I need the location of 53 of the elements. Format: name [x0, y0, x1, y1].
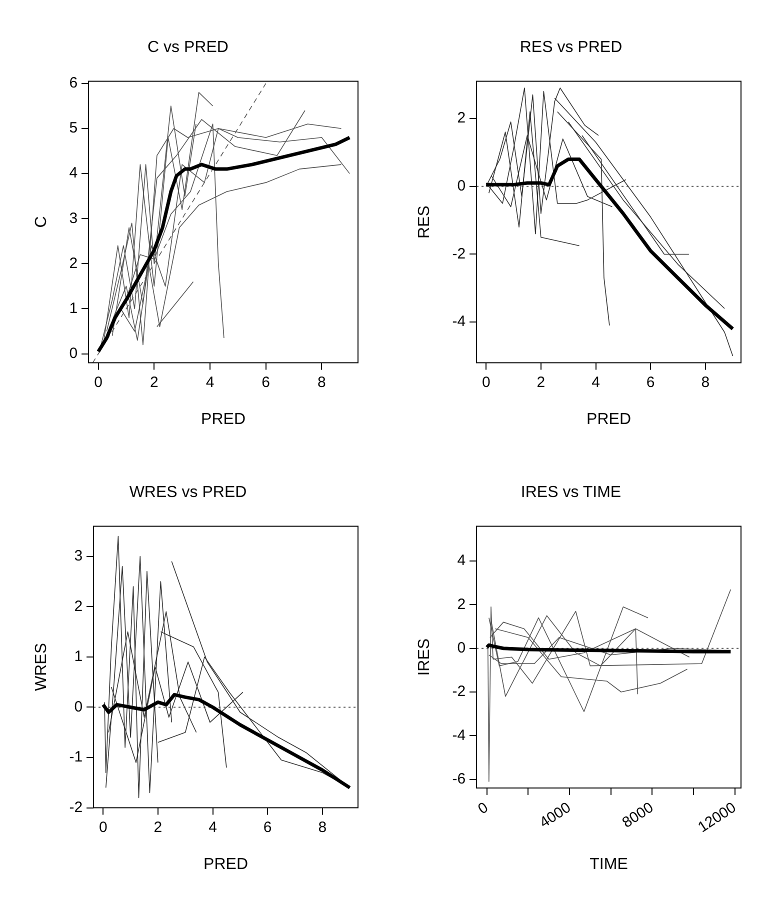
y-tick-label: 0 — [74, 698, 83, 716]
chart-title: IRES vs TIME — [520, 484, 622, 502]
y-tick-label: 5 — [69, 120, 78, 137]
x-axis-title: TIME — [590, 856, 628, 873]
y-tick-label: 1 — [69, 300, 78, 317]
y-tick-label: 4 — [69, 164, 78, 182]
y-axis-title: RES — [416, 206, 434, 238]
x-tick-label: 0 — [482, 374, 490, 391]
x-tick-label: 4 — [206, 374, 214, 391]
x-tick-label: 0 — [98, 818, 108, 836]
x-axis-title: PRED — [586, 410, 631, 428]
y-tick-label: -2 — [452, 245, 466, 262]
y-tick-label: 0 — [457, 178, 466, 195]
x-tick-label: 4000 — [536, 799, 574, 832]
y-tick-label: 0 — [69, 344, 78, 362]
y-tick-label: 2 — [457, 596, 466, 613]
y-tick-label: 3 — [74, 548, 83, 565]
x-tick-label: 2 — [536, 374, 546, 391]
x-tick-label: 4 — [208, 818, 217, 836]
x-axis-title: PRED — [204, 856, 248, 873]
x-tick-label: 6 — [262, 374, 270, 391]
x-tick-label: 8 — [318, 818, 327, 836]
x-tick-label: 8000 — [619, 799, 657, 832]
y-tick-label: 0 — [457, 640, 466, 657]
y-tick-label: -2 — [69, 798, 83, 816]
y-tick-label: -4 — [452, 726, 466, 744]
x-tick-label: 8 — [318, 374, 326, 391]
y-tick-label: 4 — [457, 552, 466, 570]
y-tick-label: -6 — [452, 770, 466, 788]
chart-title: C vs PRED — [148, 39, 228, 56]
y-tick-label: 2 — [74, 598, 83, 615]
x-tick-label: 6 — [646, 374, 655, 391]
chart-title: RES vs PRED — [520, 39, 622, 56]
y-tick-label: 6 — [69, 74, 78, 92]
y-tick-label: -1 — [69, 748, 83, 766]
y-axis-title: IRES — [416, 638, 434, 676]
x-tick-label: 2 — [150, 374, 158, 391]
y-tick-label: -2 — [452, 683, 466, 700]
y-axis-title: WRES — [33, 643, 50, 691]
y-tick-label: -4 — [452, 313, 466, 330]
y-tick-label: 1 — [74, 648, 83, 666]
x-tick-label: 2 — [154, 818, 162, 836]
y-tick-label: 2 — [457, 110, 466, 127]
chart-title: WRES vs PRED — [129, 484, 247, 502]
y-tick-label: 3 — [69, 210, 78, 227]
x-tick-label: 0 — [475, 799, 492, 818]
y-axis-title: C — [33, 216, 50, 228]
x-tick-label: 6 — [263, 818, 272, 836]
x-tick-label: 4 — [592, 374, 600, 391]
x-axis-title: PRED — [201, 410, 246, 428]
y-tick-label: 2 — [69, 254, 78, 272]
x-tick-label: 8 — [701, 374, 710, 391]
x-tick-label: 0 — [94, 374, 102, 391]
